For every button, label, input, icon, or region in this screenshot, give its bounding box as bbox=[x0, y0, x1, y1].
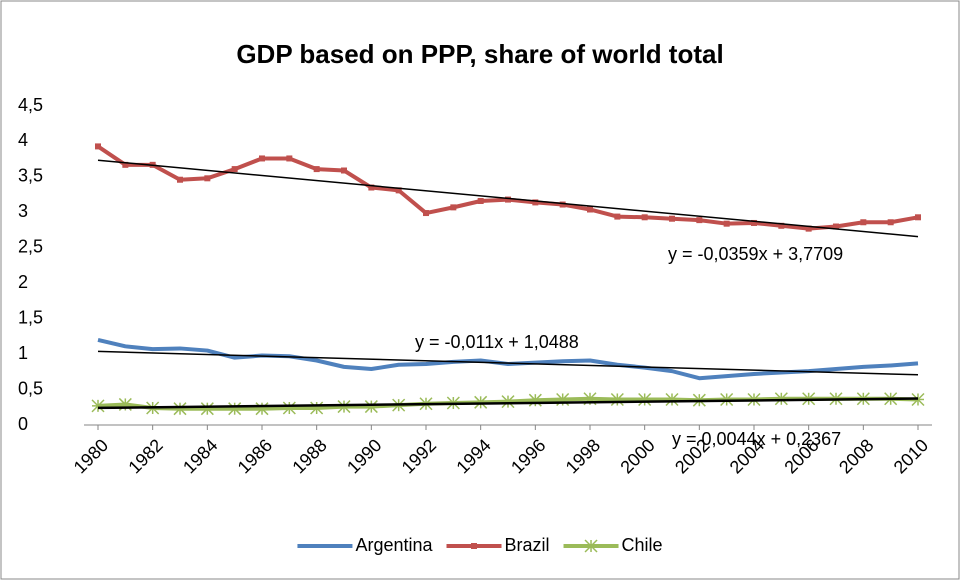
trendline-equation: y = -0,0359x + 3,7709 bbox=[668, 244, 843, 264]
marker bbox=[282, 401, 296, 415]
marker bbox=[665, 392, 679, 407]
marker bbox=[259, 155, 265, 162]
y-tick-label: 0,5 bbox=[18, 378, 43, 398]
y-tick-label: 3,5 bbox=[18, 166, 43, 186]
marker bbox=[887, 219, 894, 226]
marker bbox=[559, 201, 566, 208]
y-tick-label: 2 bbox=[18, 272, 28, 292]
legend-label: Chile bbox=[622, 535, 663, 555]
series-line bbox=[97, 337, 919, 381]
marker bbox=[255, 402, 269, 416]
marker bbox=[337, 400, 351, 414]
marker bbox=[720, 392, 734, 407]
chart-title: GDP based on PPP, share of world total bbox=[236, 39, 723, 69]
trendline bbox=[97, 159, 919, 238]
marker bbox=[310, 401, 324, 415]
marker bbox=[122, 161, 129, 168]
marker bbox=[833, 223, 839, 230]
marker bbox=[532, 199, 539, 206]
marker bbox=[341, 167, 347, 174]
y-tick-label: 3 bbox=[18, 201, 28, 221]
marker bbox=[501, 395, 515, 409]
marker bbox=[91, 399, 105, 413]
y-tick-label: 0 bbox=[18, 414, 28, 434]
trendline-equation: y = -0,011x + 1,0488 bbox=[415, 332, 579, 352]
legend-label: Brazil bbox=[505, 535, 550, 555]
trendline bbox=[97, 350, 919, 376]
marker bbox=[505, 196, 511, 203]
marker bbox=[423, 210, 429, 217]
y-tick-label: 4 bbox=[18, 130, 28, 150]
legend-marker bbox=[471, 543, 478, 549]
marker bbox=[95, 143, 101, 150]
y-tick-label: 1 bbox=[18, 343, 28, 363]
marker bbox=[173, 402, 187, 416]
legend-marker bbox=[584, 539, 598, 553]
marker bbox=[204, 175, 211, 182]
trendline bbox=[97, 397, 919, 410]
marker bbox=[450, 204, 457, 211]
marker bbox=[915, 214, 921, 221]
marker bbox=[751, 219, 757, 226]
marker bbox=[200, 402, 214, 416]
marker bbox=[587, 206, 593, 213]
marker bbox=[638, 392, 652, 407]
marker bbox=[610, 392, 624, 407]
marker bbox=[313, 166, 320, 173]
marker bbox=[395, 187, 402, 194]
marker bbox=[774, 392, 788, 406]
marker bbox=[364, 400, 378, 414]
y-tick-label: 2,5 bbox=[18, 237, 43, 257]
marker bbox=[177, 176, 183, 183]
marker bbox=[614, 213, 621, 220]
marker bbox=[286, 155, 293, 162]
trendline-equation: y = 0,0044x + 0,2367 bbox=[672, 429, 841, 449]
marker bbox=[477, 197, 484, 204]
y-tick-label: 1,5 bbox=[18, 307, 43, 327]
marker bbox=[231, 166, 238, 173]
marker bbox=[641, 214, 648, 221]
marker bbox=[528, 393, 542, 407]
marker bbox=[860, 219, 867, 226]
marker bbox=[669, 215, 675, 222]
marker bbox=[723, 220, 730, 227]
y-tick-label: 4,5 bbox=[18, 95, 43, 115]
marker bbox=[805, 225, 812, 232]
marker bbox=[228, 402, 242, 416]
marker bbox=[696, 217, 703, 224]
marker bbox=[778, 222, 785, 229]
legend-label: Argentina bbox=[355, 535, 433, 555]
marker bbox=[368, 184, 375, 191]
